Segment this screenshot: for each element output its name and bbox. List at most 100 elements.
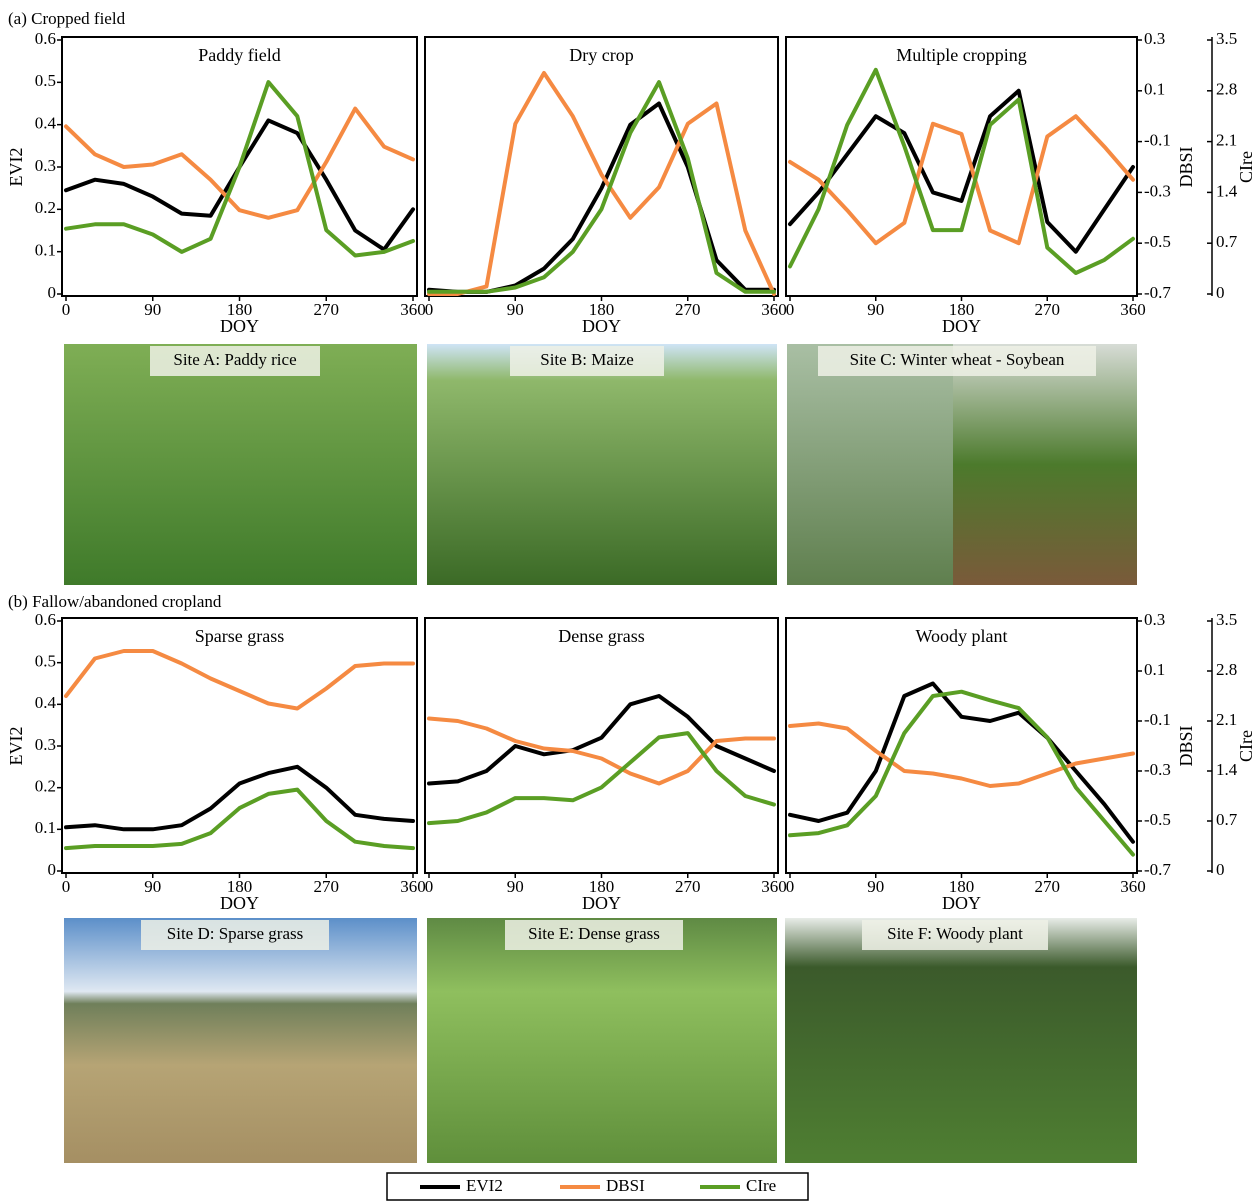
y-tick-label: 0 bbox=[48, 283, 57, 302]
data-line bbox=[64, 649, 415, 711]
y-tick-label: 0.2 bbox=[35, 777, 56, 796]
y-tick-label: 0.5 bbox=[35, 652, 56, 671]
photo bbox=[427, 918, 777, 1163]
data-line bbox=[64, 106, 415, 220]
photo bbox=[953, 344, 1137, 585]
photo bbox=[64, 918, 417, 1163]
chart-title: Multiple cropping bbox=[896, 45, 1026, 65]
y-tick-label: 0.3 bbox=[35, 735, 56, 754]
data-line bbox=[427, 694, 776, 786]
y2-tick-label: -0.7 bbox=[1144, 860, 1171, 879]
y2-tick-label: -0.3 bbox=[1144, 760, 1171, 779]
y3-tick-label: 0.7 bbox=[1216, 232, 1238, 251]
y3-axis-label: CIre bbox=[1236, 151, 1256, 183]
x-tick-label: 180 bbox=[589, 877, 615, 896]
y-tick-label: 0.1 bbox=[35, 241, 56, 260]
y-tick-label: 0.3 bbox=[35, 156, 56, 175]
data-line bbox=[427, 71, 776, 296]
photo-label: Site C: Winter wheat - Soybean bbox=[850, 350, 1065, 369]
plot-frame bbox=[785, 617, 1138, 874]
photo-label: Site B: Maize bbox=[540, 350, 633, 369]
data-line bbox=[64, 118, 415, 252]
y2-tick-label: 0.1 bbox=[1144, 660, 1165, 679]
x-tick-label: 90 bbox=[507, 877, 524, 896]
y-axis-label: EVI2 bbox=[6, 148, 26, 187]
photo-label-bg bbox=[818, 346, 1096, 376]
x-axis-label: DOY bbox=[942, 316, 981, 336]
photo-label-bg bbox=[510, 346, 664, 376]
x-tick-label: 0 bbox=[425, 300, 434, 319]
x-tick-label: 270 bbox=[675, 877, 701, 896]
y-tick-label: 0.4 bbox=[35, 114, 57, 133]
plot-frame bbox=[61, 617, 418, 874]
x-axis-label: DOY bbox=[942, 893, 981, 913]
x-tick-label: 180 bbox=[227, 300, 253, 319]
x-tick-label: 270 bbox=[675, 300, 701, 319]
x-axis-label: DOY bbox=[220, 316, 259, 336]
y-tick-label: 0.6 bbox=[35, 29, 56, 48]
data-line bbox=[64, 80, 415, 258]
data-line bbox=[788, 114, 1135, 246]
data-line bbox=[427, 80, 776, 294]
y-axis-label: EVI2 bbox=[6, 727, 26, 766]
x-tick-label: 180 bbox=[949, 300, 975, 319]
x-tick-label: 360 bbox=[400, 877, 426, 896]
x-axis-label: DOY bbox=[220, 893, 259, 913]
chart-title: Paddy field bbox=[198, 45, 281, 65]
y3-tick-label: 0 bbox=[1216, 860, 1225, 879]
x-tick-label: 0 bbox=[425, 877, 434, 896]
x-tick-label: 180 bbox=[589, 300, 615, 319]
photo-label-bg bbox=[862, 920, 1048, 950]
photo-label-bg bbox=[150, 346, 320, 376]
y2-tick-label: -0.5 bbox=[1144, 232, 1171, 251]
y3-tick-label: 3.5 bbox=[1216, 610, 1237, 629]
legend-label: CIre bbox=[746, 1176, 776, 1195]
x-tick-label: 0 bbox=[62, 877, 71, 896]
x-axis-label: DOY bbox=[582, 893, 621, 913]
y2-tick-label: -0.5 bbox=[1144, 810, 1171, 829]
data-line bbox=[788, 88, 1135, 254]
y3-tick-label: 1.4 bbox=[1216, 181, 1238, 200]
x-tick-label: 360 bbox=[761, 300, 787, 319]
y2-axis-label: DBSI bbox=[1176, 725, 1196, 766]
photo bbox=[64, 344, 417, 585]
y-tick-label: 0.6 bbox=[35, 610, 56, 629]
y2-axis-label: DBSI bbox=[1176, 146, 1196, 187]
y3-tick-label: 0.7 bbox=[1216, 810, 1238, 829]
x-tick-label: 90 bbox=[144, 300, 161, 319]
y3-tick-label: 1.4 bbox=[1216, 760, 1238, 779]
chart-title: Sparse grass bbox=[195, 626, 284, 646]
x-tick-label: 360 bbox=[761, 877, 787, 896]
data-line bbox=[427, 731, 776, 826]
x-tick-label: 270 bbox=[314, 877, 340, 896]
photo bbox=[787, 344, 953, 585]
data-line bbox=[788, 721, 1135, 788]
data-line bbox=[788, 689, 1135, 857]
x-tick-label: 360 bbox=[1120, 877, 1146, 896]
y3-tick-label: 0 bbox=[1216, 283, 1225, 302]
data-line bbox=[64, 764, 415, 832]
section-label: (b) Fallow/abandoned cropland bbox=[8, 592, 222, 611]
section-label: (a) Cropped field bbox=[8, 9, 126, 28]
x-tick-label: 270 bbox=[314, 300, 340, 319]
y2-tick-label: -0.1 bbox=[1144, 131, 1171, 150]
photo bbox=[427, 344, 777, 585]
y2-tick-label: 0.3 bbox=[1144, 29, 1165, 48]
photo-label-bg bbox=[505, 920, 683, 950]
y3-axis-label: CIre bbox=[1236, 730, 1256, 762]
x-tick-label: 360 bbox=[400, 300, 426, 319]
y2-tick-label: 0.3 bbox=[1144, 610, 1165, 629]
chart-title: Woody plant bbox=[915, 626, 1007, 646]
y3-tick-label: 3.5 bbox=[1216, 29, 1237, 48]
y2-tick-label: -0.1 bbox=[1144, 710, 1171, 729]
x-tick-label: 0 bbox=[786, 300, 795, 319]
photo-label: Site F: Woody plant bbox=[887, 924, 1023, 943]
x-tick-label: 270 bbox=[1035, 877, 1061, 896]
chart-title: Dense grass bbox=[558, 626, 644, 646]
y2-tick-label: 0.1 bbox=[1144, 80, 1165, 99]
x-axis-label: DOY bbox=[582, 316, 621, 336]
y3-tick-label: 2.1 bbox=[1216, 131, 1237, 150]
y3-tick-label: 2.8 bbox=[1216, 80, 1237, 99]
